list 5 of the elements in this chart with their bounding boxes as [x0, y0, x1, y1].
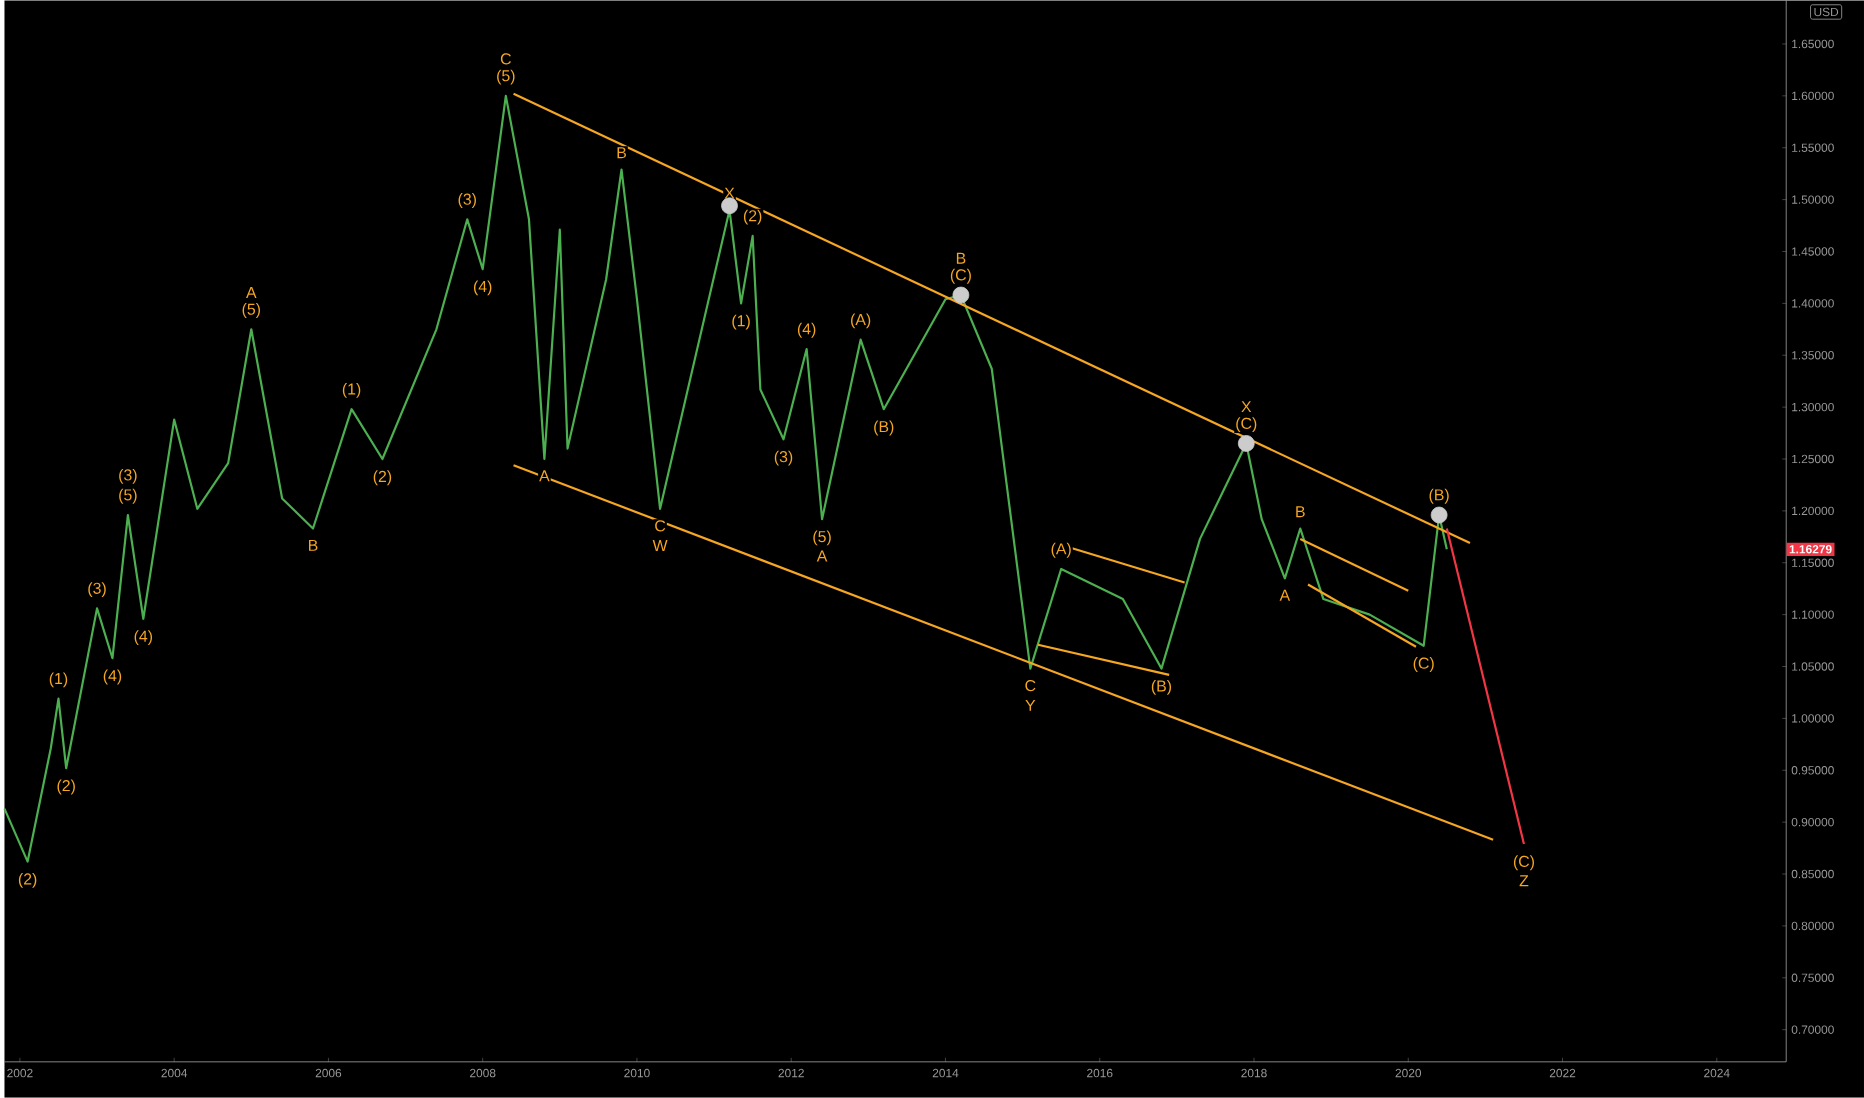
point — [1237, 435, 1255, 452]
line-series — [3, 94, 1448, 863]
point — [952, 286, 970, 304]
point — [721, 197, 738, 215]
point — [1430, 506, 1448, 524]
